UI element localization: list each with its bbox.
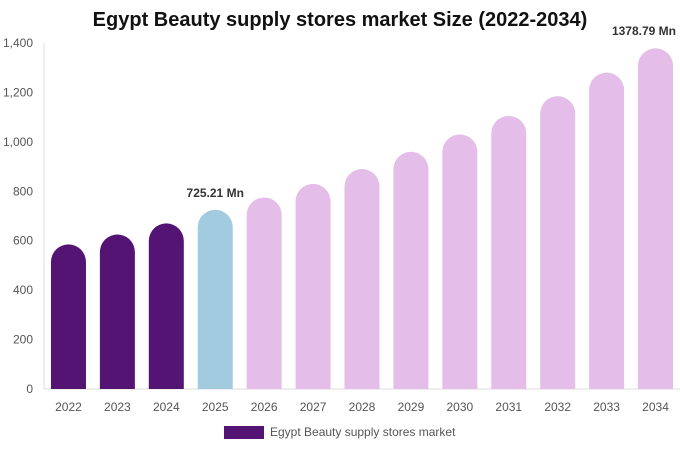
x-tick-label: 2031 — [495, 400, 522, 414]
labels: 2022 2023 2024 2025 2026 2027 2028 2029 2030 2031… — [55, 24, 676, 414]
legend-label: Egypt Beauty supply stores market — [270, 425, 456, 439]
y-tick-label: 600 — [13, 234, 33, 248]
y-tick-label: 400 — [13, 283, 33, 297]
legend: Egypt Beauty supply stores market — [224, 425, 455, 439]
bar-2030 — [442, 134, 478, 389]
bar-2022 — [50, 244, 86, 389]
x-tick-label: 2024 — [153, 400, 180, 414]
bar-2025 — [197, 209, 233, 389]
x-tick-label: 2033 — [593, 400, 620, 414]
y-tick-label: 800 — [13, 184, 33, 198]
y-tick-label: 1,000 — [3, 135, 33, 149]
y-tick-label: 200 — [13, 333, 33, 347]
x-tick-label: 2032 — [544, 400, 571, 414]
x-tick-label: 2023 — [104, 400, 131, 414]
bar-2027 — [295, 183, 331, 389]
bar-2032 — [540, 96, 576, 389]
bar-2023 — [99, 234, 135, 389]
bar-2029 — [393, 151, 429, 389]
bar-2033 — [589, 72, 625, 390]
legend-swatch — [224, 425, 264, 439]
x-tick-label: 2026 — [251, 400, 278, 414]
x-tick-label: 2025 — [202, 400, 229, 414]
x-tick-label: 2022 — [55, 400, 82, 414]
y-tick-label: 1,200 — [3, 85, 33, 99]
x-tick-label: 2034 — [642, 400, 669, 414]
bar-2026 — [246, 197, 282, 389]
y-tick-label: 1,400 — [3, 36, 33, 50]
x-tick-label: 2028 — [349, 400, 376, 414]
x-tick-label: 2029 — [398, 400, 425, 414]
y-tick-label: 0 — [26, 382, 33, 396]
x-tick-label: 2030 — [446, 400, 473, 414]
bars — [50, 48, 674, 390]
data-label-2025: 725.21 Mn — [187, 186, 244, 200]
chart-title: Egypt Beauty supply stores market Size (… — [92, 9, 588, 31]
x-tick-label: 2027 — [300, 400, 327, 414]
data-label-2034: 1378.79 Mn — [612, 24, 676, 38]
bar-2031 — [491, 115, 527, 389]
bar-2028 — [344, 169, 380, 389]
bar-2034 — [638, 48, 674, 390]
bar-2024 — [148, 223, 184, 389]
